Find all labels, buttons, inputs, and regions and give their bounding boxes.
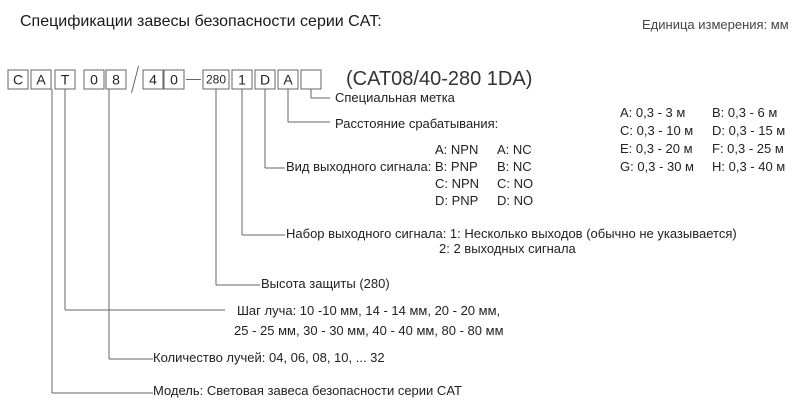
svg-text:0: 0 xyxy=(90,71,98,87)
svg-text:D: D xyxy=(260,71,270,87)
svg-text:(CAT08/40-280 1DA): (CAT08/40-280 1DA) xyxy=(346,68,532,90)
svg-text:4: 4 xyxy=(149,71,157,87)
svg-text:A: A xyxy=(36,71,46,87)
svg-text:Специальная метка: Специальная метка xyxy=(335,90,456,105)
svg-text:1: 1 xyxy=(238,71,246,87)
svg-text:280: 280 xyxy=(206,73,226,87)
svg-text:A: A xyxy=(283,71,293,87)
svg-text:0: 0 xyxy=(170,71,178,87)
svg-text:C: C xyxy=(13,71,23,87)
svg-text:8: 8 xyxy=(112,71,120,87)
svg-text:T: T xyxy=(61,71,70,87)
